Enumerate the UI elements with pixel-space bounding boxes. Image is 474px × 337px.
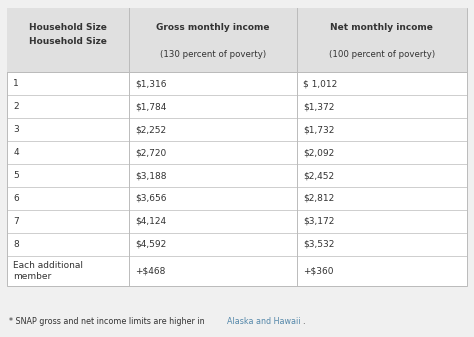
Text: $3,188: $3,188: [135, 171, 167, 180]
Text: (100 percent of poverty): (100 percent of poverty): [329, 50, 435, 59]
Text: 1: 1: [13, 80, 19, 88]
Text: Net monthly income: Net monthly income: [330, 23, 433, 32]
Text: $1,732: $1,732: [303, 125, 334, 134]
Text: $4,592: $4,592: [135, 240, 166, 249]
Text: $2,092: $2,092: [303, 148, 334, 157]
Text: Household Size: Household Size: [29, 23, 107, 32]
Text: * SNAP gross and net income limits are higher in: * SNAP gross and net income limits are h…: [9, 317, 208, 326]
Text: $3,172: $3,172: [303, 217, 334, 226]
Text: $3,532: $3,532: [303, 240, 334, 249]
Text: 5: 5: [13, 171, 19, 180]
Text: 8: 8: [13, 240, 19, 249]
Text: $2,720: $2,720: [135, 148, 166, 157]
Text: .: .: [302, 317, 304, 326]
Text: 6: 6: [13, 194, 19, 203]
Text: Household Size: Household Size: [29, 37, 107, 45]
Text: +$468: +$468: [135, 267, 165, 275]
Text: 2: 2: [13, 102, 19, 111]
Text: Alaska and Hawaii: Alaska and Hawaii: [227, 317, 300, 326]
Text: $2,812: $2,812: [303, 194, 334, 203]
Text: $2,252: $2,252: [135, 125, 166, 134]
Text: Gross monthly income: Gross monthly income: [156, 23, 270, 32]
Text: 7: 7: [13, 217, 19, 226]
Text: $1,784: $1,784: [135, 102, 166, 111]
Text: $3,656: $3,656: [135, 194, 167, 203]
Text: $2,452: $2,452: [303, 171, 334, 180]
Text: $4,124: $4,124: [135, 217, 166, 226]
Text: (130 percent of poverty): (130 percent of poverty): [160, 50, 266, 59]
Text: $1,372: $1,372: [303, 102, 334, 111]
Text: $ 1,012: $ 1,012: [303, 80, 337, 88]
Text: $1,316: $1,316: [135, 80, 167, 88]
Text: 4: 4: [13, 148, 19, 157]
Text: +$360: +$360: [303, 267, 333, 275]
Text: Each additional
member: Each additional member: [13, 261, 83, 281]
Text: 3: 3: [13, 125, 19, 134]
